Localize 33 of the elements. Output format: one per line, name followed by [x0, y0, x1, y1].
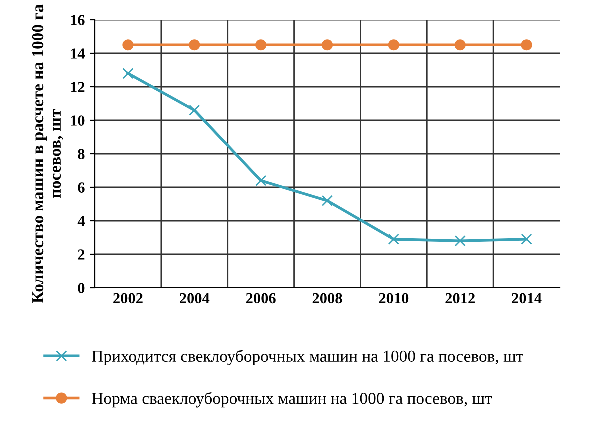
point [521, 40, 532, 51]
point [521, 234, 532, 245]
point [388, 234, 400, 245]
point [122, 68, 134, 80]
x-tick-label: 2014 [512, 293, 542, 304]
y-tick-label: 0 [78, 283, 85, 294]
x-tick-label: 2006 [246, 293, 276, 304]
y-tick-label: 14 [71, 48, 85, 59]
y-tick-label: 10 [71, 116, 85, 126]
x-tick-label: 2012 [446, 293, 475, 304]
legend-label: Норма сваеклоуборочных машин на 1000 га посевов, шт [92, 392, 492, 408]
point [322, 195, 334, 206]
y-axis-title: Количество машин в расчете на 1000 га посевов, шт [32, 4, 64, 304]
x-tick-label: 2008 [312, 293, 342, 304]
point [189, 40, 200, 51]
point [454, 236, 466, 247]
y-tick-label: 12 [71, 82, 85, 92]
x-tick-label: 2004 [180, 293, 210, 304]
point [322, 40, 334, 51]
legend-label: Приходится свеклоуборочных машин на 1000 га посевов, шт [92, 350, 524, 366]
y-tick-label: 2 [78, 250, 85, 260]
point [189, 104, 200, 116]
point [454, 40, 466, 51]
point [256, 175, 267, 186]
point [256, 40, 267, 51]
point [122, 40, 134, 51]
x-tick-label: 2010 [379, 293, 409, 304]
x-tick-label: 2002 [114, 293, 143, 304]
y-tick-label: 16 [71, 15, 85, 26]
y-tick-label: 4 [78, 216, 85, 226]
y-tick-label: 6 [78, 182, 85, 193]
point [388, 40, 400, 51]
y-tick-label: 8 [78, 149, 85, 160]
